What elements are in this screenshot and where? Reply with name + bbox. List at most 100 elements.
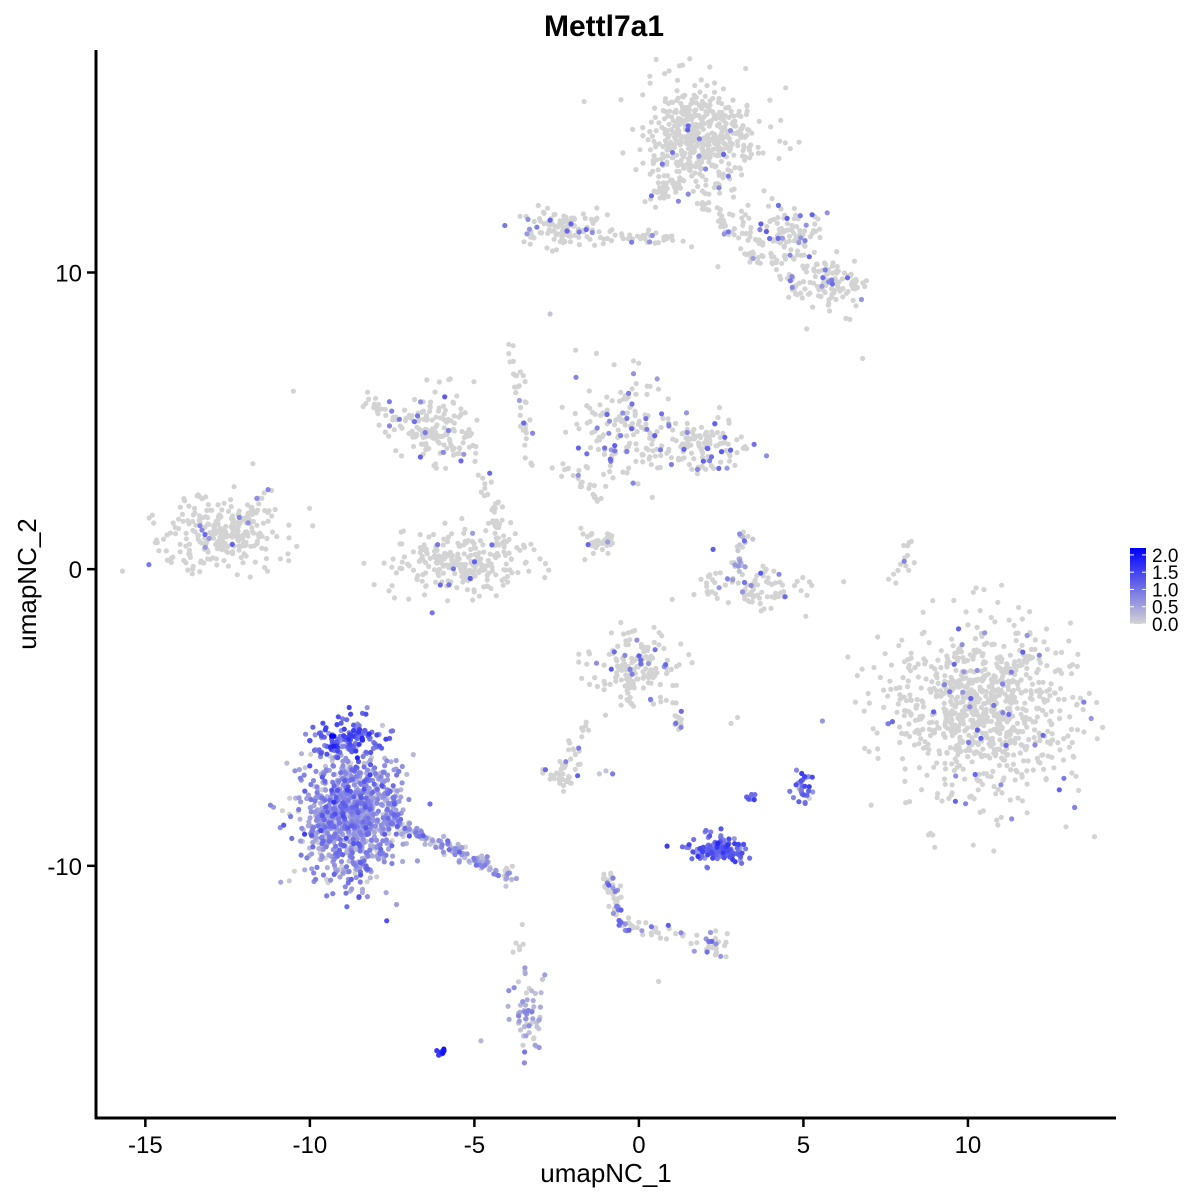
cell-point xyxy=(901,659,908,665)
cell-point xyxy=(678,708,684,714)
cell-point xyxy=(366,396,372,402)
cell-point xyxy=(644,391,650,397)
cell-point xyxy=(1014,720,1021,727)
cell-point xyxy=(626,927,632,933)
cell-point xyxy=(907,692,913,698)
cell-point xyxy=(979,653,986,659)
cell-point xyxy=(632,657,638,663)
cell-point xyxy=(203,494,209,500)
cell-point xyxy=(1020,649,1026,655)
cell-point xyxy=(1013,767,1019,773)
cell-point xyxy=(709,577,716,583)
cell-point xyxy=(673,931,679,937)
cell-point xyxy=(941,700,947,706)
cell-point xyxy=(962,658,969,664)
cell-point xyxy=(263,556,269,562)
cell-point xyxy=(464,851,470,857)
cell-point xyxy=(1065,733,1071,739)
cell-point xyxy=(493,572,499,578)
cell-point xyxy=(1037,693,1043,699)
cell-point xyxy=(822,289,828,296)
cell-point xyxy=(811,266,817,272)
cell-point xyxy=(782,140,788,146)
cell-point xyxy=(340,870,346,876)
cell-point xyxy=(119,568,126,574)
cell-point xyxy=(796,799,802,805)
cell-point xyxy=(859,666,865,672)
cell-point xyxy=(960,676,966,682)
cell-point xyxy=(299,825,305,831)
cell-point xyxy=(640,133,646,139)
cell-point xyxy=(489,507,495,513)
cell-point xyxy=(790,795,797,801)
cell-point xyxy=(703,182,709,188)
cell-point xyxy=(1044,663,1050,669)
cell-point xyxy=(615,427,621,433)
cell-point xyxy=(421,542,427,548)
cell-point xyxy=(585,727,592,733)
cell-point xyxy=(662,189,668,195)
cell-point xyxy=(713,443,719,449)
cell-point xyxy=(1031,727,1038,733)
cell-point xyxy=(382,406,388,412)
cell-point xyxy=(800,263,806,269)
cell-point xyxy=(715,414,721,421)
cell-point xyxy=(616,917,622,924)
cell-point xyxy=(593,540,599,546)
cell-point xyxy=(264,535,270,542)
cell-point xyxy=(629,401,635,407)
cell-point xyxy=(969,759,975,765)
cell-point xyxy=(339,806,345,812)
cell-point xyxy=(388,821,394,827)
cell-point xyxy=(1018,690,1025,696)
cell-point xyxy=(609,533,615,539)
cell-point xyxy=(1047,741,1053,747)
cell-point xyxy=(389,408,395,414)
cell-point xyxy=(517,412,523,418)
cell-point xyxy=(604,394,610,400)
cell-point xyxy=(521,1060,528,1066)
cell-point xyxy=(875,746,881,752)
cell-point xyxy=(965,725,971,731)
cell-point xyxy=(460,440,466,446)
cell-point xyxy=(286,558,292,564)
cell-point xyxy=(627,637,633,643)
cell-point xyxy=(922,744,929,750)
cell-point xyxy=(298,799,304,805)
cell-point xyxy=(650,655,656,661)
cell-point xyxy=(156,548,162,554)
cell-point xyxy=(563,218,569,224)
cell-point xyxy=(462,538,468,544)
cell-point xyxy=(568,215,575,221)
cell-point xyxy=(650,448,656,454)
cell-point xyxy=(1016,728,1022,734)
cell-point xyxy=(430,531,437,538)
cell-point xyxy=(371,781,377,787)
cell-point xyxy=(459,515,465,522)
cell-point xyxy=(254,495,260,501)
cell-point xyxy=(331,871,337,878)
cell-point xyxy=(810,789,816,795)
cell-point xyxy=(675,95,681,101)
cell-point xyxy=(722,582,729,588)
cell-point xyxy=(522,399,528,405)
cell-point xyxy=(269,513,275,519)
cell-point xyxy=(632,410,639,417)
cell-point xyxy=(903,563,909,569)
cell-point xyxy=(995,786,1001,793)
cell-point xyxy=(712,80,718,86)
cell-point xyxy=(203,514,209,520)
cell-point xyxy=(981,723,987,729)
cell-point xyxy=(378,801,384,808)
cell-point xyxy=(629,239,635,245)
cell-point xyxy=(478,489,484,495)
cell-point xyxy=(693,107,699,113)
cell-point xyxy=(323,804,329,810)
cell-point xyxy=(463,573,469,579)
cell-point xyxy=(382,831,388,837)
cell-point xyxy=(748,225,754,231)
cell-point xyxy=(427,801,433,807)
cell-point xyxy=(636,919,642,925)
cell-point xyxy=(775,215,781,221)
cell-point xyxy=(1069,739,1075,746)
